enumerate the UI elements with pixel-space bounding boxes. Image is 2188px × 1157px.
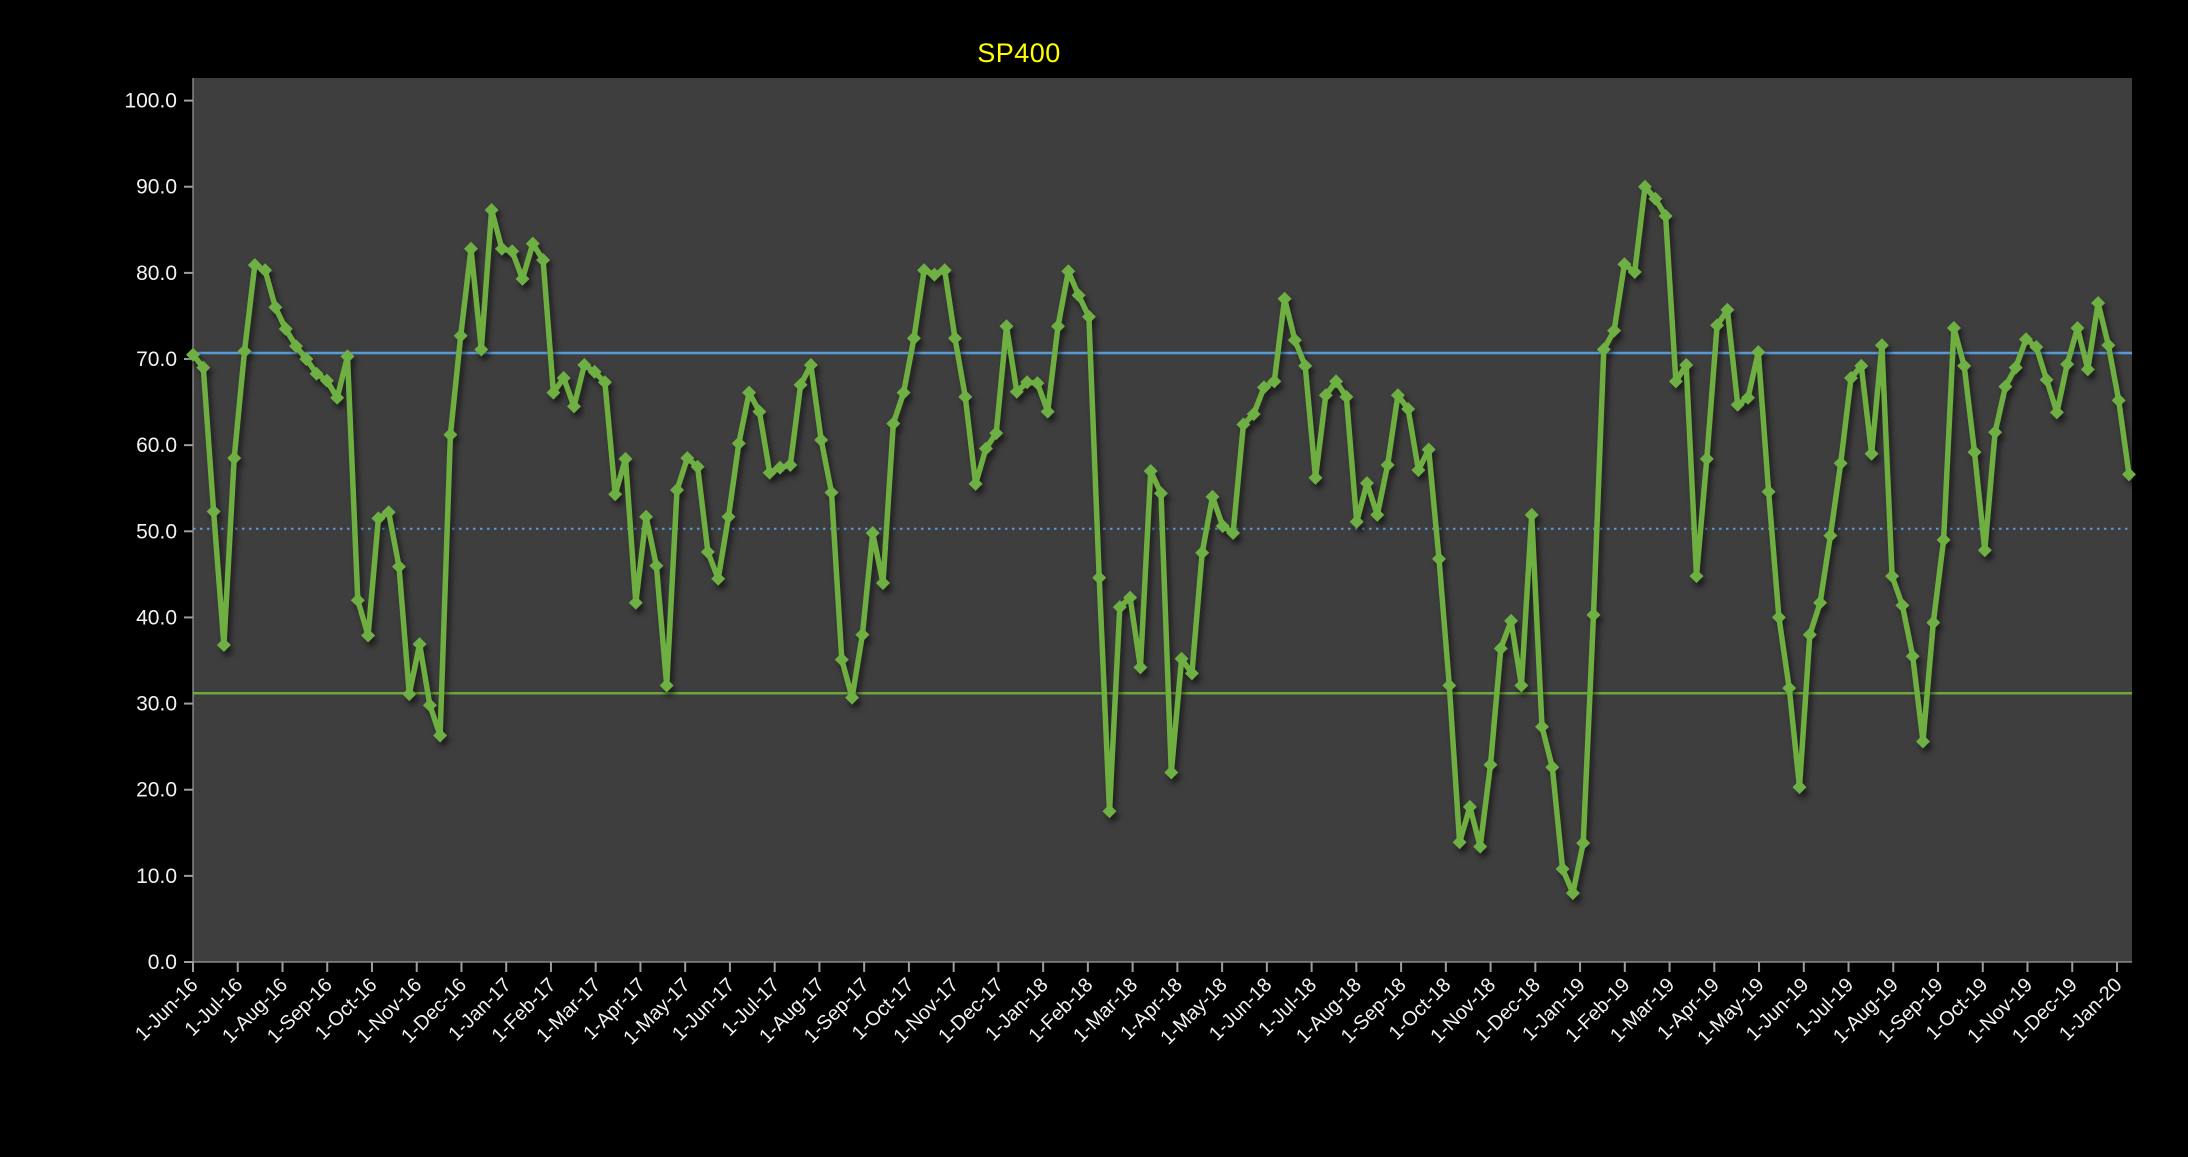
chart-title: SP400 [977, 38, 1061, 68]
y-tick-label: 20.0 [136, 779, 177, 802]
y-tick-label: 40.0 [136, 606, 177, 629]
y-tick-label: 0.0 [148, 951, 177, 974]
y-tick-label: 10.0 [136, 865, 177, 888]
y-tick-label: 80.0 [136, 262, 177, 285]
y-tick-label: 100.0 [124, 90, 177, 113]
y-tick-label: 60.0 [136, 434, 177, 457]
series-sp400 [186, 179, 2136, 901]
y-tick-label: 90.0 [136, 176, 177, 199]
y-tick-label: 30.0 [136, 693, 177, 716]
y-tick-label: 50.0 [136, 520, 177, 543]
y-tick-label: 70.0 [136, 348, 177, 371]
